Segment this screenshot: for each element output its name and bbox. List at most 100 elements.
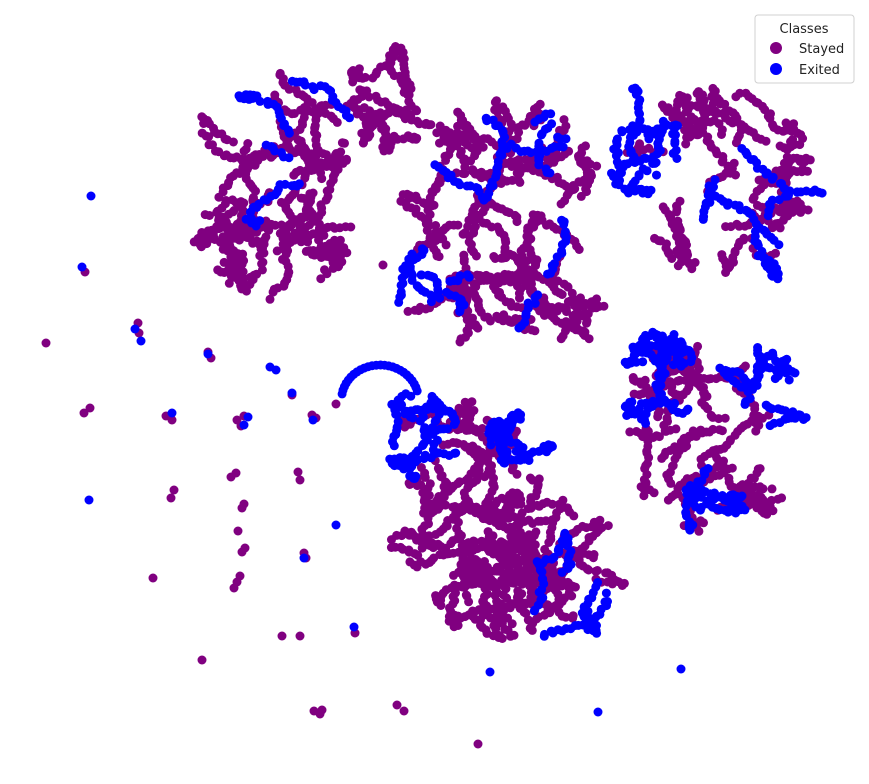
point-stayed	[362, 86, 372, 96]
point-stayed	[275, 228, 285, 238]
point-exited	[241, 214, 251, 224]
point-stayed	[507, 619, 517, 629]
point-stayed	[777, 493, 787, 503]
point-exited	[490, 427, 500, 437]
point-stayed	[197, 128, 207, 138]
point-exited	[607, 168, 616, 178]
point-exited	[617, 168, 626, 178]
point-stayed	[714, 414, 724, 424]
point-stayed	[468, 612, 478, 622]
point-stayed	[239, 273, 249, 283]
point-stayed	[592, 161, 602, 171]
point-exited	[442, 287, 451, 297]
point-stayed	[424, 531, 434, 541]
point-exited	[405, 471, 415, 481]
point-stayed	[554, 594, 564, 604]
point-exited	[546, 109, 556, 119]
point-stayed	[228, 195, 237, 205]
point-exited	[449, 420, 459, 429]
point-exited	[593, 707, 603, 717]
point-stayed	[468, 165, 477, 175]
point-stayed	[425, 479, 435, 489]
point-stayed	[460, 162, 470, 172]
point-stayed	[316, 274, 326, 284]
point-exited	[406, 391, 416, 401]
point-stayed	[362, 121, 372, 131]
point-exited	[514, 323, 524, 333]
point-exited	[593, 578, 603, 587]
point-stayed	[404, 96, 414, 106]
point-exited	[676, 664, 686, 674]
point-exited	[77, 262, 87, 272]
point-stayed	[276, 197, 286, 207]
point-exited	[719, 492, 729, 502]
point-exited	[670, 139, 680, 148]
point-exited	[287, 388, 297, 398]
point-stayed	[574, 245, 584, 254]
point-exited	[560, 227, 570, 237]
point-exited	[500, 142, 510, 152]
point-exited	[239, 420, 249, 430]
point-stayed	[599, 301, 609, 311]
point-stayed	[500, 252, 510, 262]
point-stayed	[419, 508, 429, 518]
point-stayed	[775, 223, 785, 233]
point-exited	[545, 168, 555, 178]
point-exited	[557, 215, 567, 225]
point-stayed	[455, 337, 465, 347]
point-stayed	[301, 205, 311, 215]
point-stayed	[257, 259, 267, 269]
point-exited	[455, 307, 465, 317]
point-stayed	[561, 317, 571, 327]
point-stayed	[494, 551, 504, 561]
point-stayed	[378, 260, 388, 270]
point-stayed	[197, 655, 207, 665]
point-stayed	[489, 252, 499, 261]
point-stayed	[478, 514, 488, 524]
point-stayed	[543, 600, 552, 610]
point-exited	[308, 415, 318, 425]
point-stayed	[792, 196, 802, 206]
point-stayed	[714, 425, 724, 435]
point-stayed	[85, 403, 95, 413]
point-exited	[130, 324, 140, 334]
point-stayed	[513, 568, 523, 578]
point-exited	[790, 368, 800, 378]
point-stayed	[473, 739, 483, 749]
point-stayed	[296, 237, 306, 247]
point-stayed	[603, 521, 613, 531]
point-stayed	[556, 199, 566, 209]
point-stayed	[782, 152, 792, 162]
point-stayed	[396, 46, 406, 56]
point-exited	[768, 172, 778, 182]
point-stayed	[492, 566, 502, 576]
point-stayed	[403, 306, 413, 316]
point-stayed	[717, 250, 727, 260]
point-exited	[677, 339, 687, 349]
point-exited	[612, 134, 622, 144]
point-exited	[136, 336, 146, 346]
point-exited	[710, 175, 720, 185]
point-stayed	[530, 256, 539, 266]
point-stayed	[683, 250, 692, 260]
point-stayed	[589, 550, 599, 559]
point-stayed	[400, 114, 410, 124]
point-stayed	[509, 630, 519, 640]
point-exited	[781, 368, 791, 378]
point-stayed	[405, 557, 415, 567]
point-exited	[774, 240, 784, 250]
point-stayed	[595, 515, 605, 525]
point-stayed	[718, 155, 728, 165]
point-stayed	[512, 499, 522, 509]
point-stayed	[584, 565, 594, 575]
point-stayed	[569, 511, 579, 521]
point-stayed	[696, 425, 706, 435]
point-stayed	[660, 426, 670, 436]
point-exited	[530, 299, 540, 308]
point-stayed	[639, 491, 649, 501]
point-stayed	[238, 267, 248, 277]
point-stayed	[478, 596, 488, 606]
point-stayed	[561, 612, 571, 622]
point-stayed	[625, 427, 635, 437]
point-stayed	[667, 254, 677, 263]
